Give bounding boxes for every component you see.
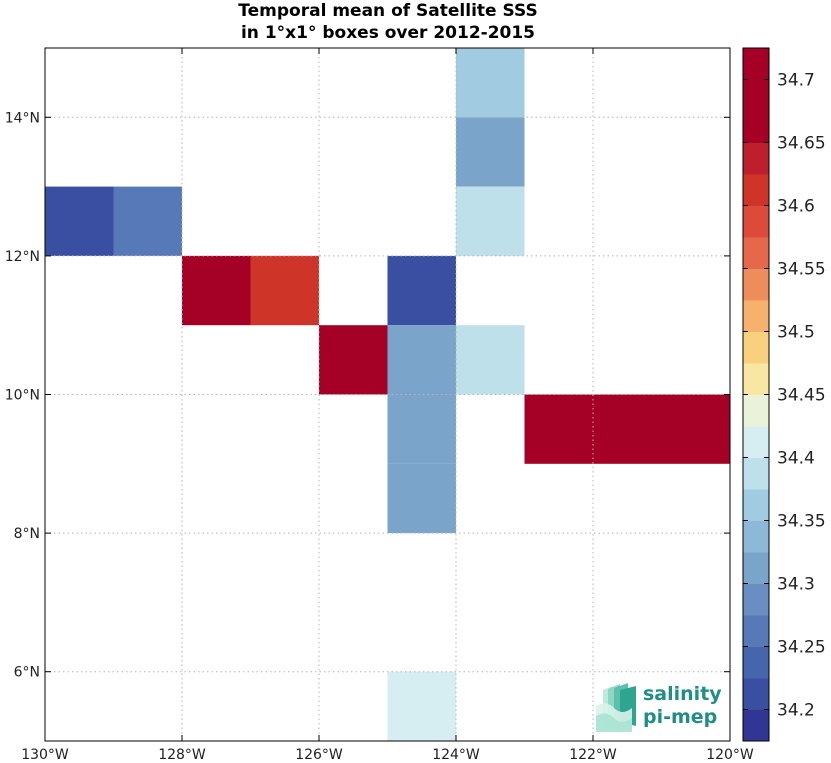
colorbar-swatch: [743, 48, 769, 80]
map-plot-area: 130°W 128°W 126°W 124°W 122°W 120°W 6°N 8°N 10°…: [5, 47, 754, 763]
y-tick-label: 6°N: [14, 665, 40, 681]
logo-text-line1: salinity: [643, 683, 722, 705]
colorbar-swatch: [743, 678, 769, 710]
colorbar-swatch: [743, 489, 769, 521]
colorbar-tick-label: 34.3: [777, 575, 815, 595]
colorbar-swatch: [743, 300, 769, 332]
colorbar-tick-label: 34.55: [777, 260, 826, 280]
colorbar-tick-label: 34.65: [777, 134, 826, 154]
colorbar-ticks: 34.2 34.25 34.3 34.35 34.4 34.45 34.5 34.55 34.6…: [743, 71, 826, 721]
colorbar-swatch: [743, 552, 769, 584]
heatmap-cell: [456, 48, 525, 118]
heatmap-cell: [387, 325, 456, 395]
x-tick-label: 122°W: [569, 747, 617, 763]
heatmap-cell: [387, 463, 456, 534]
colorbar-swatch: [743, 111, 769, 143]
colorbar-tick-label: 34.45: [777, 386, 826, 406]
heatmap-cell: [661, 394, 730, 464]
colorbar-swatch: [743, 237, 769, 269]
colorbar-swatch: [743, 520, 769, 553]
colorbar-swatches: [743, 48, 769, 742]
heatmap-cell: [593, 394, 662, 464]
heatmap-cell: [456, 117, 525, 187]
colorbar-swatch: [743, 174, 769, 206]
heatmap-cell: [387, 394, 456, 464]
y-tick-label: 12°N: [5, 249, 40, 265]
colorbar-tick-label: 34.25: [777, 638, 826, 658]
colorbar-swatch: [743, 363, 769, 395]
colorbar-swatch: [743, 426, 769, 458]
colorbar-swatch: [743, 583, 769, 616]
colorbar-swatch: [743, 615, 769, 647]
colorbar-tick-label: 34.4: [777, 449, 815, 469]
heatmap-cell: [387, 255, 456, 326]
colorbar-swatch: [743, 331, 769, 364]
x-axis: 130°W 128°W 126°W 124°W 122°W 120°W: [21, 48, 754, 763]
colorbar-tick-label: 34.7: [777, 71, 815, 91]
heatmap-cells: [45, 48, 730, 741]
colorbar-swatch: [743, 709, 769, 742]
colorbar-tick-label: 34.35: [777, 512, 826, 532]
heatmap-cell: [113, 186, 182, 256]
heatmap-cell: [319, 325, 388, 395]
colorbar-swatch: [743, 205, 769, 238]
x-tick-label: 126°W: [295, 747, 343, 763]
chart-title-line2: in 1°x1° boxes over 2012-2015: [241, 23, 535, 43]
colorbar-swatch: [743, 142, 769, 175]
y-tick-label: 14°N: [5, 110, 40, 126]
y-tick-label: 8°N: [14, 526, 40, 542]
heatmap-cell: [182, 255, 251, 326]
x-tick-label: 120°W: [706, 747, 754, 763]
heatmap-cell: [45, 186, 114, 256]
x-tick-label: 128°W: [158, 747, 206, 763]
y-axis: 6°N 8°N 10°N 12°N 14°N: [5, 110, 730, 681]
heatmap-cell: [387, 671, 456, 741]
salinity-pi-mep-logo: salinity pi-mep: [596, 683, 722, 732]
colorbar-swatch: [743, 79, 769, 112]
colorbar-swatch: [743, 457, 769, 490]
colorbar-tick-label: 34.6: [777, 197, 815, 217]
colorbar-swatch: [743, 268, 769, 301]
grid-lines: [45, 48, 730, 741]
chart-title-line1: Temporal mean of Satellite SSS: [238, 1, 537, 21]
colorbar-tick-label: 34.5: [777, 323, 815, 343]
colorbar-swatch: [743, 646, 769, 679]
heatmap-cell: [524, 394, 593, 464]
x-tick-label: 124°W: [432, 747, 480, 763]
x-tick-label: 130°W: [21, 747, 69, 763]
heatmap-cell: [250, 255, 319, 326]
heatmap-cell: [456, 186, 525, 256]
heatmap-cell: [456, 325, 525, 395]
colorbar-tick-label: 34.2: [777, 701, 815, 721]
logo-waves-icon: [596, 683, 636, 732]
colorbar-swatch: [743, 394, 769, 427]
logo-text-line2: pi-mep: [643, 706, 717, 728]
y-tick-label: 10°N: [5, 388, 40, 404]
colorbar: 34.2 34.25 34.3 34.35 34.4 34.45 34.5 34.55 34.6…: [742, 47, 826, 742]
